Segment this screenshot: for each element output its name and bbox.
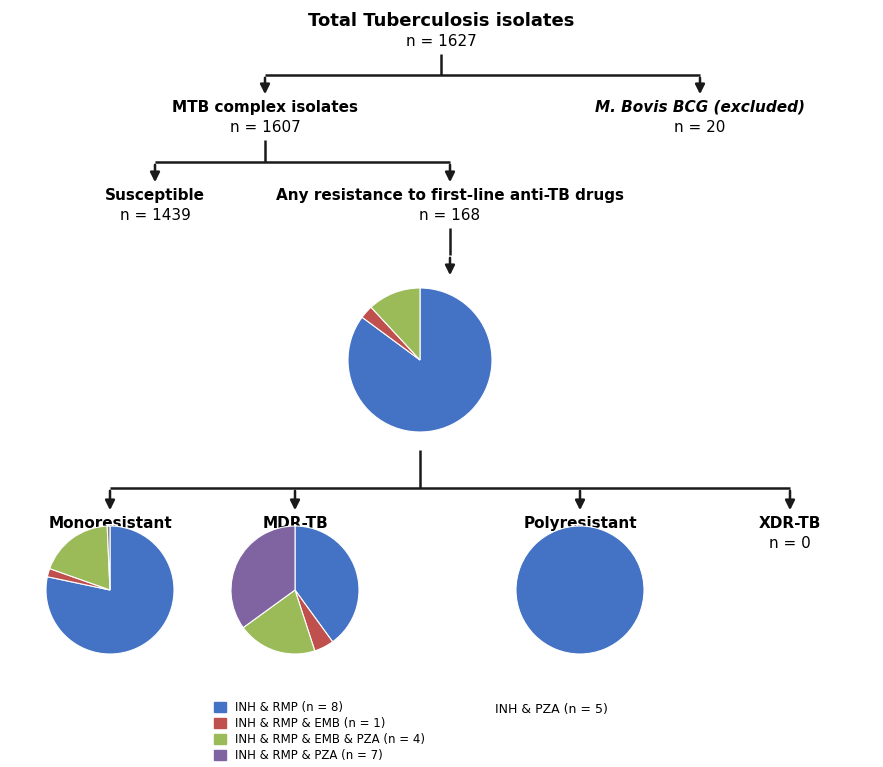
Wedge shape xyxy=(362,308,420,360)
Text: Total Tuberculosis isolates: Total Tuberculosis isolates xyxy=(308,12,574,30)
Text: n = 20: n = 20 xyxy=(269,536,321,551)
Text: n = 168: n = 168 xyxy=(419,208,480,223)
Wedge shape xyxy=(295,590,333,651)
Wedge shape xyxy=(48,568,110,590)
Wedge shape xyxy=(243,590,314,654)
Text: MTB complex isolates: MTB complex isolates xyxy=(172,100,358,115)
Text: Any resistance to first-line anti-TB drugs: Any resistance to first-line anti-TB dru… xyxy=(276,188,624,203)
Wedge shape xyxy=(231,526,295,627)
Wedge shape xyxy=(371,288,420,360)
Text: INH & PZA (n = 5): INH & PZA (n = 5) xyxy=(495,703,608,716)
Text: n = 1607: n = 1607 xyxy=(230,120,300,135)
Text: M. Bovis BCG (excluded): M. Bovis BCG (excluded) xyxy=(595,100,805,115)
Wedge shape xyxy=(295,526,359,642)
Wedge shape xyxy=(348,288,492,432)
Text: n = 5: n = 5 xyxy=(559,536,600,551)
Text: Polyresistant: Polyresistant xyxy=(524,516,637,531)
Text: n = 0: n = 0 xyxy=(769,536,811,551)
Wedge shape xyxy=(49,526,110,590)
Text: n = 1627: n = 1627 xyxy=(405,34,476,49)
Text: n = 20: n = 20 xyxy=(675,120,726,135)
Legend: INH & RMP (n = 8), INH & RMP & EMB (n = 1), INH & RMP & EMB & PZA (n = 4), INH &: INH & RMP (n = 8), INH & RMP & EMB (n = … xyxy=(214,701,425,762)
Wedge shape xyxy=(46,526,174,654)
Wedge shape xyxy=(107,526,110,590)
Text: Monoresistant: Monoresistant xyxy=(49,516,172,531)
Text: n = 1439: n = 1439 xyxy=(119,208,191,223)
Text: Susceptible: Susceptible xyxy=(105,188,205,203)
Text: MDR-TB: MDR-TB xyxy=(262,516,328,531)
Wedge shape xyxy=(516,526,644,654)
Text: XDR-TB: XDR-TB xyxy=(758,516,821,531)
Text: n = 143: n = 143 xyxy=(79,536,140,551)
